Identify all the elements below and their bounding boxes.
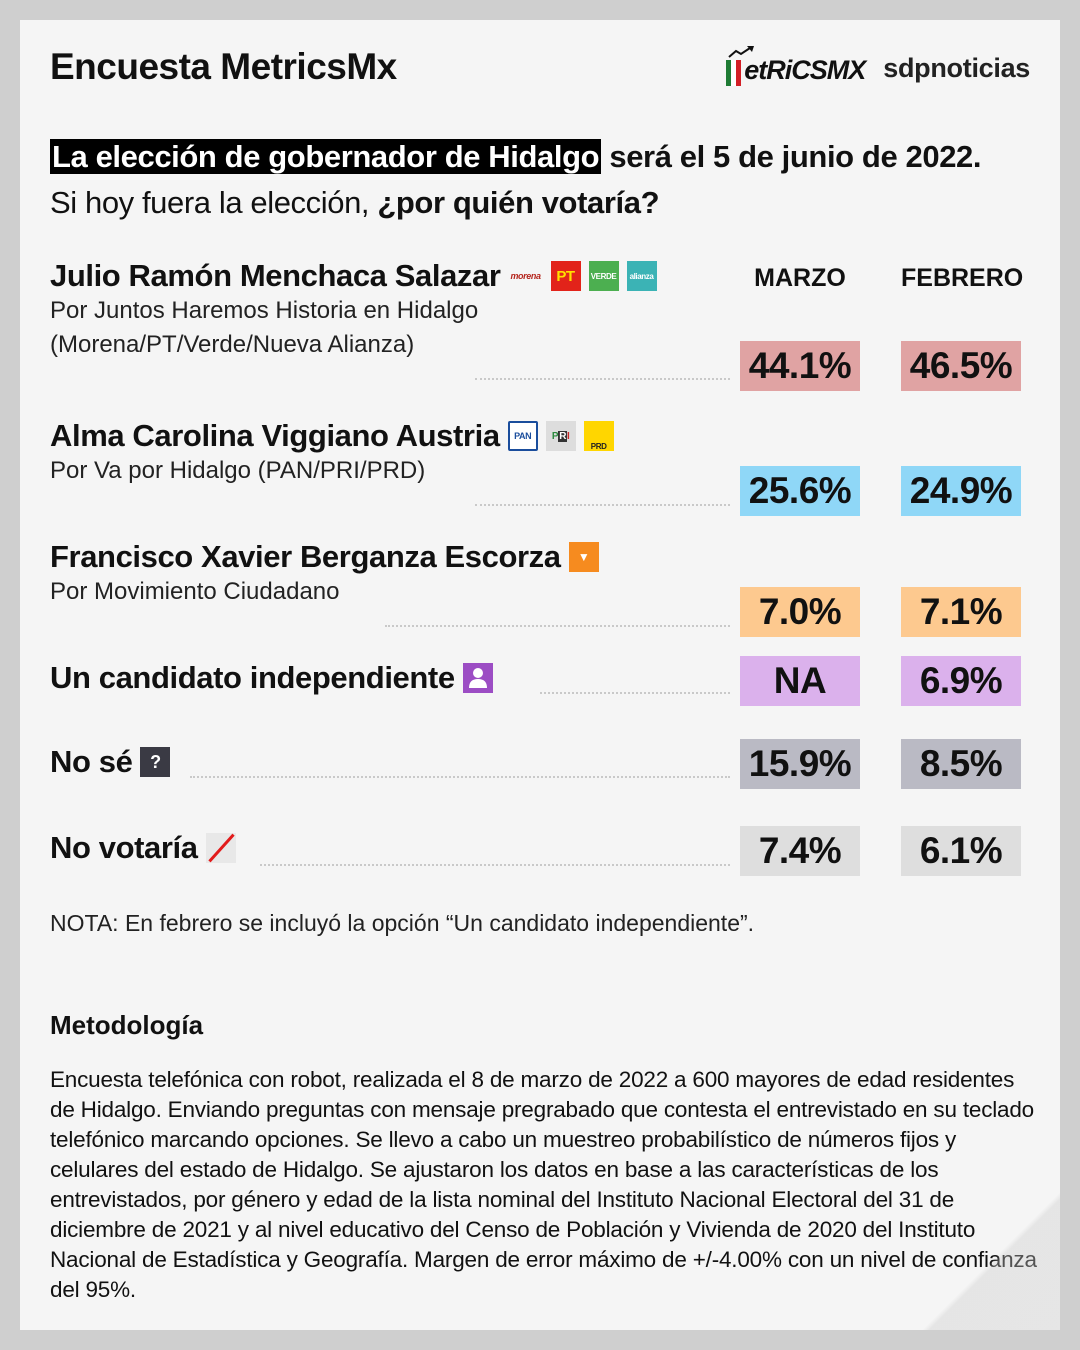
dot-leader	[475, 504, 730, 506]
dot-leader	[475, 378, 730, 380]
value-febrero: 6.9%	[901, 656, 1021, 706]
pan-logo-icon: PAN	[507, 421, 538, 451]
option-name: Un candidato independiente	[50, 660, 1050, 696]
nueva-alianza-logo-icon: alianza	[626, 261, 657, 291]
value-marzo: 44.1%	[740, 341, 860, 391]
methodology-title: Metodología	[50, 1010, 204, 1040]
prd-logo-icon: PRD	[583, 421, 614, 451]
value-marzo: 25.6%	[740, 466, 860, 516]
value-febrero: 6.1%	[901, 826, 1021, 876]
table-row: No sé ? 15.9% 8.5%	[50, 739, 1050, 789]
verde-logo-icon: VERDE	[588, 261, 619, 291]
value-marzo: 7.4%	[740, 826, 860, 876]
value-febrero: 7.1%	[901, 587, 1021, 637]
survey-question: La elección de gobernador de Hidalgo ser…	[50, 139, 982, 220]
candidate-name: Francisco Xavier Berganza Escorza ▼	[50, 539, 1050, 575]
coalition-label: Por Va por Hidalgo (PAN/PRI/PRD)	[50, 457, 426, 484]
coalition-parties: (Morena/PT/Verde/Nueva Alianza)	[50, 331, 415, 358]
value-marzo: 15.9%	[740, 739, 860, 789]
value-febrero: 24.9%	[901, 466, 1021, 516]
mexico-flag-icon	[726, 60, 742, 86]
methodology-body: Encuesta telefónica con robot, realizada…	[50, 1067, 1037, 1302]
metricsmx-logo: etRiCSMX	[726, 46, 866, 86]
dot-leader	[260, 864, 730, 866]
value-febrero: 8.5%	[901, 739, 1021, 789]
table-row: Un candidato independiente NA 6.9%	[50, 656, 1050, 706]
value-marzo: 7.0%	[740, 587, 860, 637]
table-row: No votaría 7.4% 6.1%	[50, 826, 1050, 876]
value-marzo: NA	[740, 656, 860, 706]
sdpnoticias-logo: sdpnoticias	[883, 52, 1030, 83]
value-febrero: 46.5%	[901, 341, 1021, 391]
pt-logo-icon: PT	[550, 261, 581, 291]
header-logos: etRiCSMX sdpnoticias	[726, 46, 1030, 86]
dot-leader	[540, 692, 730, 694]
person-icon	[462, 663, 493, 693]
candidate-name: Julio Ramón Menchaca Salazar morena PT V…	[50, 258, 1050, 294]
question-highlight: La elección de gobernador de Hidalgo	[50, 139, 602, 174]
question-icon: ?	[140, 747, 171, 777]
morena-logo-icon: morena	[510, 271, 541, 281]
dot-leader	[385, 625, 730, 627]
slash-icon	[205, 833, 236, 863]
poll-card: Encuesta MetricsMx etRiCSMX sdpnoticias …	[20, 20, 1060, 1330]
coalition-label: Por Movimiento Ciudadano	[50, 578, 340, 605]
footnote: NOTA: En febrero se incluyó la opción “U…	[50, 910, 755, 936]
option-name: No votaría	[50, 830, 1050, 866]
movimiento-ciudadano-logo-icon: ▼	[568, 542, 599, 572]
table-row: Francisco Xavier Berganza Escorza ▼ Por …	[50, 539, 1050, 637]
dot-leader	[190, 776, 730, 778]
trend-arrow-icon	[728, 46, 755, 58]
table-row: Julio Ramón Menchaca Salazar morena PT V…	[50, 258, 1050, 391]
column-header-marzo: MARZO	[754, 264, 846, 292]
metricsmx-wordmark: etRiCSMX	[744, 55, 866, 85]
page-title: Encuesta MetricsMx	[50, 46, 397, 87]
option-name: No sé ?	[50, 744, 1050, 780]
column-header-febrero: FEBRERO	[901, 264, 1024, 292]
coalition-label: Por Juntos Haremos Historia en Hidalgo	[50, 297, 479, 324]
